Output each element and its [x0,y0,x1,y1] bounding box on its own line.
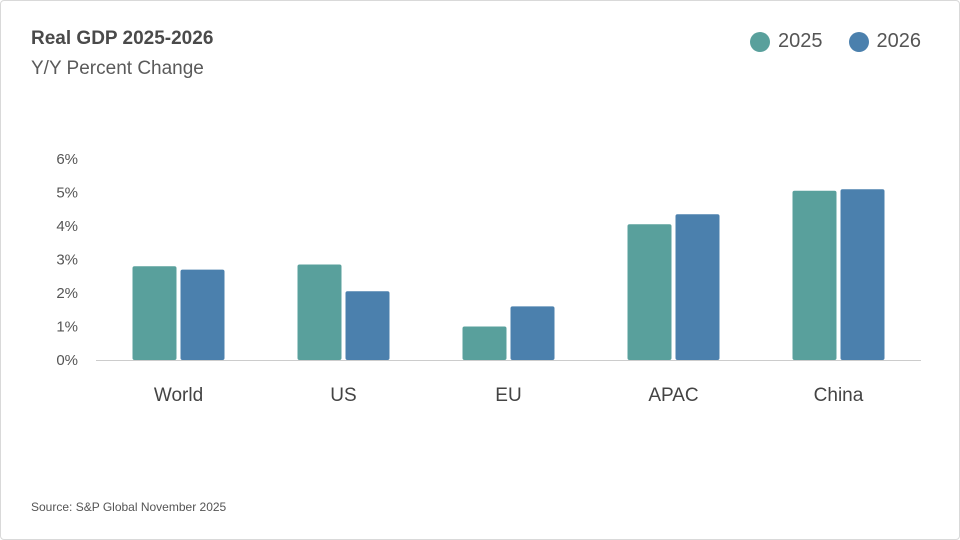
y-tick-label: 6% [56,151,78,168]
y-tick-label: 2% [56,285,78,302]
bar-china-2026 [840,189,885,360]
bar-apac-2026 [675,214,720,360]
y-tick-label: 1% [56,319,78,336]
bar-china-2025 [792,190,837,360]
bar-us-2026 [345,291,390,360]
legend-swatch-2025 [750,31,770,52]
legend-label-2026: 2026 [876,30,922,52]
y-tick-label: 5% [56,185,78,202]
chart-subtitle: Y/Y Percent Change [31,58,204,79]
x-category-label: US [330,385,356,406]
y-tick-label: 4% [56,218,78,235]
chart-source: Source: S&P Global November 2025 [31,500,227,514]
chart-title: Real GDP 2025-2026 [31,28,214,49]
bar-eu-2026 [510,306,555,360]
x-category-label: World [154,385,203,406]
x-category-label: EU [495,385,521,406]
y-tick-label: 0% [56,352,78,369]
legend-item-2025: 2025 [750,30,823,53]
bar-eu-2025 [462,326,507,360]
legend-label-2025: 2025 [778,30,823,52]
legend-swatch-2026 [848,31,869,52]
bar-apac-2025 [627,224,672,360]
chart-legend: 2025 2026 [750,30,921,53]
bar-us-2025 [297,264,342,360]
legend-item-2026: 2026 [848,30,922,53]
x-category-label: China [814,385,864,406]
bar-world-2026 [180,269,225,360]
y-tick-label: 3% [56,252,78,269]
bar-world-2025 [132,266,177,360]
x-category-label: APAC [648,385,698,406]
